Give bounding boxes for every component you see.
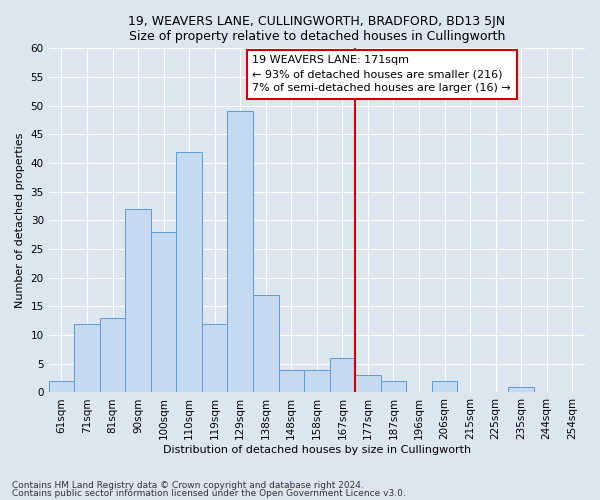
Bar bbox=[329, 358, 355, 392]
Title: 19, WEAVERS LANE, CULLINGWORTH, BRADFORD, BD13 5JN
Size of property relative to : 19, WEAVERS LANE, CULLINGWORTH, BRADFORD… bbox=[128, 15, 505, 43]
Bar bbox=[49, 381, 74, 392]
Bar bbox=[74, 324, 100, 392]
Bar bbox=[278, 370, 304, 392]
Bar bbox=[253, 295, 278, 392]
Bar bbox=[151, 232, 176, 392]
Bar bbox=[227, 112, 253, 392]
Bar bbox=[202, 324, 227, 392]
Bar bbox=[355, 376, 380, 392]
Y-axis label: Number of detached properties: Number of detached properties bbox=[15, 132, 25, 308]
X-axis label: Distribution of detached houses by size in Cullingworth: Distribution of detached houses by size … bbox=[163, 445, 471, 455]
Bar bbox=[380, 381, 406, 392]
Text: 19 WEAVERS LANE: 171sqm
← 93% of detached houses are smaller (216)
7% of semi-de: 19 WEAVERS LANE: 171sqm ← 93% of detache… bbox=[253, 55, 511, 93]
Bar bbox=[176, 152, 202, 392]
Bar bbox=[304, 370, 329, 392]
Bar bbox=[508, 386, 534, 392]
Bar bbox=[432, 381, 457, 392]
Bar bbox=[125, 209, 151, 392]
Text: Contains HM Land Registry data © Crown copyright and database right 2024.: Contains HM Land Registry data © Crown c… bbox=[12, 480, 364, 490]
Text: Contains public sector information licensed under the Open Government Licence v3: Contains public sector information licen… bbox=[12, 489, 406, 498]
Bar bbox=[100, 318, 125, 392]
